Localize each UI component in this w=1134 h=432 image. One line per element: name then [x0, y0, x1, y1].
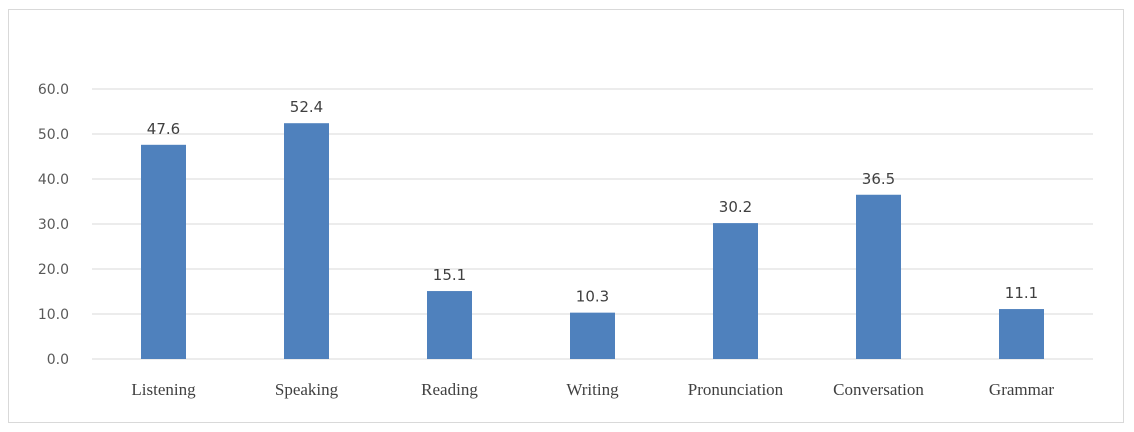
category-label-writing: Writing [566, 380, 619, 399]
category-label-conversation: Conversation [833, 380, 924, 399]
data-label-conversation: 36.5 [862, 170, 895, 188]
y-tick-label: 20.0 [38, 262, 69, 278]
data-label-writing: 10.3 [576, 288, 609, 306]
y-tick-label: 0.0 [47, 352, 69, 368]
y-tick-label: 30.0 [38, 217, 69, 233]
bar-speaking [284, 123, 329, 359]
data-label-pronunciation: 30.2 [719, 198, 752, 216]
bar-reading [427, 291, 472, 359]
bar-listening [141, 144, 186, 359]
x-axis-categories: Listening Speaking Reading Writing Pronuncia… [131, 380, 1054, 399]
data-label-speaking: 52.4 [290, 98, 323, 116]
y-tick-label: 10.0 [38, 307, 69, 323]
category-label-listening: Listening [131, 380, 196, 399]
data-label-listening: 47.6 [147, 120, 180, 138]
data-label-grammar: 11.1 [1005, 284, 1038, 302]
bar-grammar [999, 309, 1044, 359]
category-label-speaking: Speaking [275, 380, 339, 399]
y-tick-label: 40.0 [38, 172, 69, 188]
category-label-pronunciation: Pronunciation [688, 380, 784, 399]
bar-pronunciation [713, 223, 758, 359]
category-label-reading: Reading [421, 380, 478, 399]
y-tick-label: 60.0 [38, 82, 69, 98]
chart-frame [8, 9, 1124, 423]
category-label-grammar: Grammar [989, 380, 1054, 399]
y-axis-ticks: 0.0 10.0 20.0 30.0 40.0 50.0 60.0 [38, 82, 69, 368]
bars [141, 123, 1044, 359]
bar-writing [570, 312, 615, 359]
data-label-reading: 15.1 [433, 266, 466, 284]
grid-layer [92, 88, 1093, 360]
y-tick-label: 50.0 [38, 127, 69, 143]
bar-conversation [856, 194, 901, 359]
data-labels: 47.6 52.4 15.1 10.3 30.2 36.5 11.1 [147, 98, 1038, 305]
